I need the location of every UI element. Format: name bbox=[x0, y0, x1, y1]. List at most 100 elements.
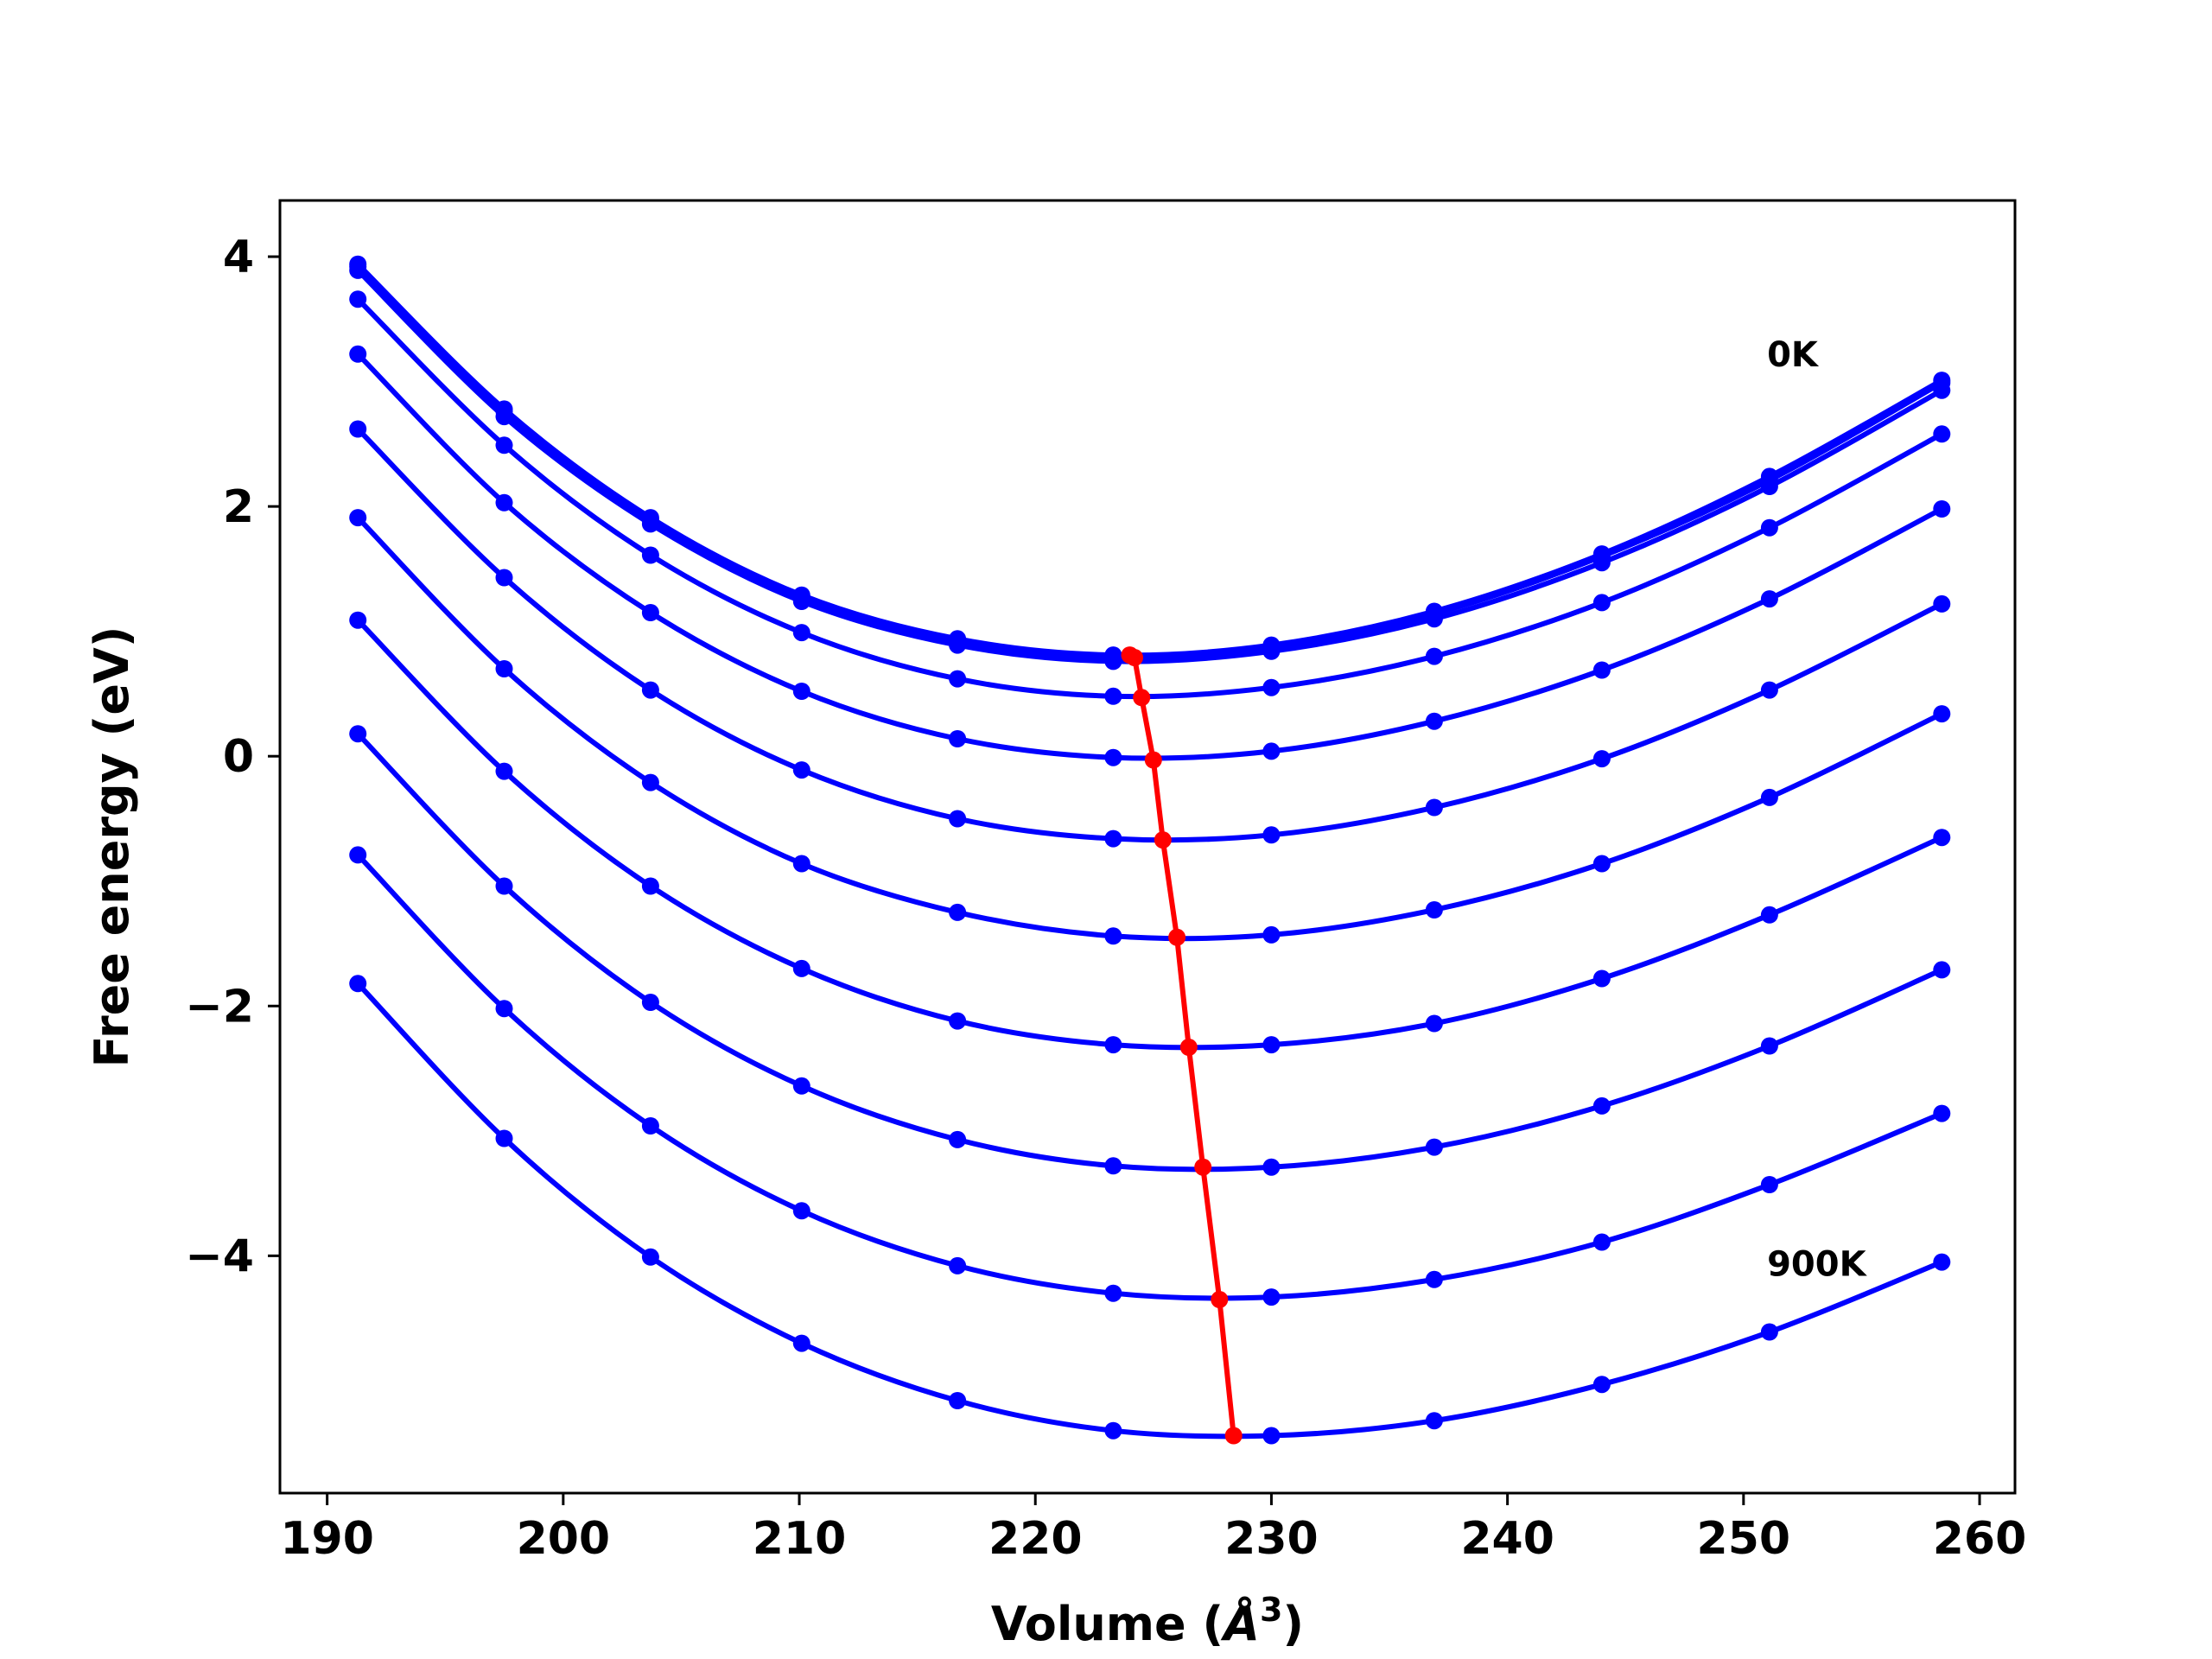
series-7 bbox=[349, 611, 1951, 1054]
data-point bbox=[641, 604, 659, 621]
minimum-point bbox=[1126, 649, 1143, 666]
annotation-label: 0K bbox=[1767, 335, 1820, 375]
data-point bbox=[1592, 1233, 1611, 1251]
data-point bbox=[1592, 554, 1611, 572]
data-point bbox=[792, 1334, 810, 1352]
data-point bbox=[949, 636, 967, 654]
data-point bbox=[495, 762, 513, 780]
data-point bbox=[495, 1000, 513, 1018]
data-point bbox=[1425, 712, 1443, 730]
series-line-9 bbox=[356, 853, 1943, 1301]
data-point bbox=[641, 681, 659, 699]
data-point bbox=[1760, 518, 1778, 537]
data-point bbox=[949, 903, 967, 921]
data-point bbox=[1425, 1412, 1443, 1430]
data-point bbox=[1425, 798, 1443, 817]
series-line-0 bbox=[356, 262, 1943, 658]
x-axis-label-text: Volume ( bbox=[991, 1597, 1224, 1651]
data-point bbox=[495, 1129, 513, 1147]
minima-line bbox=[1128, 652, 1236, 1436]
series-line-7 bbox=[356, 618, 1943, 1051]
series-10 bbox=[349, 975, 1951, 1445]
data-point bbox=[792, 761, 810, 779]
data-point bbox=[1104, 1036, 1122, 1054]
data-point bbox=[349, 420, 367, 438]
data-point bbox=[1104, 1284, 1122, 1302]
data-point bbox=[1425, 610, 1443, 628]
minimum-point bbox=[1144, 751, 1162, 769]
data-point bbox=[1592, 661, 1611, 679]
data-point bbox=[349, 509, 367, 527]
x-tick-label: 190 bbox=[280, 1513, 374, 1565]
series-0 bbox=[349, 255, 1951, 664]
data-point bbox=[349, 975, 367, 993]
data-point bbox=[495, 660, 513, 677]
y-tick-label: 2 bbox=[223, 481, 254, 533]
y-axis-label: Free energy (eV) bbox=[85, 626, 139, 1068]
data-point bbox=[1760, 681, 1778, 699]
x-axis-label-close: ) bbox=[1282, 1597, 1304, 1651]
data-point bbox=[495, 569, 513, 587]
series-3 bbox=[349, 290, 1951, 705]
data-point bbox=[1933, 961, 1951, 979]
data-point bbox=[1760, 1323, 1778, 1341]
data-point bbox=[949, 1256, 967, 1274]
data-point bbox=[1592, 1096, 1611, 1115]
series-8 bbox=[349, 725, 1951, 1176]
data-point bbox=[1425, 647, 1443, 665]
plot-frame bbox=[278, 199, 2017, 1495]
data-point bbox=[1104, 748, 1122, 766]
data-point bbox=[949, 670, 967, 688]
data-point bbox=[1262, 678, 1281, 696]
x-axis-label-superscript: 3 bbox=[1260, 1591, 1282, 1629]
data-point bbox=[1592, 750, 1611, 768]
minimum-point bbox=[1179, 1039, 1198, 1056]
data-point bbox=[1262, 925, 1281, 944]
data-point bbox=[349, 261, 367, 279]
data-point bbox=[641, 877, 659, 895]
series-line-1 bbox=[356, 264, 1943, 661]
data-point bbox=[1104, 927, 1122, 945]
minimum-point bbox=[1133, 689, 1151, 707]
data-point bbox=[1262, 742, 1281, 760]
series-9 bbox=[349, 846, 1951, 1306]
minimum-point bbox=[1211, 1291, 1229, 1308]
x-axis-ticks: 190 200 210 220 230 240 250 260 bbox=[280, 1493, 2026, 1565]
data-point bbox=[349, 290, 367, 308]
y-tick-label: 4 bbox=[223, 232, 254, 283]
data-point bbox=[495, 436, 513, 454]
x-tick-label: 210 bbox=[753, 1513, 847, 1565]
minima-layer bbox=[1121, 646, 1243, 1445]
data-point bbox=[1104, 1157, 1122, 1175]
data-point bbox=[1262, 642, 1281, 660]
x-tick-label: 220 bbox=[988, 1513, 1083, 1565]
data-point bbox=[1933, 705, 1951, 723]
data-point bbox=[1760, 590, 1778, 608]
data-point bbox=[641, 1248, 659, 1266]
x-tick-label: 250 bbox=[1697, 1513, 1791, 1565]
y-tick-label: −4 bbox=[185, 1230, 254, 1282]
series-4 bbox=[349, 345, 1951, 766]
minimum-point bbox=[1154, 831, 1172, 849]
series-5 bbox=[349, 420, 1951, 848]
data-point bbox=[349, 345, 367, 363]
data-point bbox=[792, 1202, 810, 1220]
x-axis-label: Volume (Å3) bbox=[991, 1591, 1304, 1651]
data-point bbox=[1262, 1427, 1281, 1445]
x-tick-label: 260 bbox=[1933, 1513, 2027, 1565]
data-point bbox=[495, 493, 513, 512]
series-line-3 bbox=[356, 297, 1943, 700]
data-point bbox=[1425, 901, 1443, 918]
data-point bbox=[1933, 425, 1951, 443]
annotations-layer: 0K 900K bbox=[1767, 335, 1867, 1284]
data-point bbox=[1592, 969, 1611, 988]
x-tick-label: 200 bbox=[517, 1513, 611, 1565]
data-point bbox=[1760, 478, 1778, 495]
curves-layer bbox=[349, 255, 1951, 1445]
data-point bbox=[1104, 687, 1122, 705]
data-point bbox=[792, 593, 810, 610]
data-point bbox=[641, 1117, 659, 1135]
data-point bbox=[1104, 830, 1122, 848]
x-tick-label: 240 bbox=[1460, 1513, 1554, 1565]
data-point bbox=[792, 683, 810, 700]
